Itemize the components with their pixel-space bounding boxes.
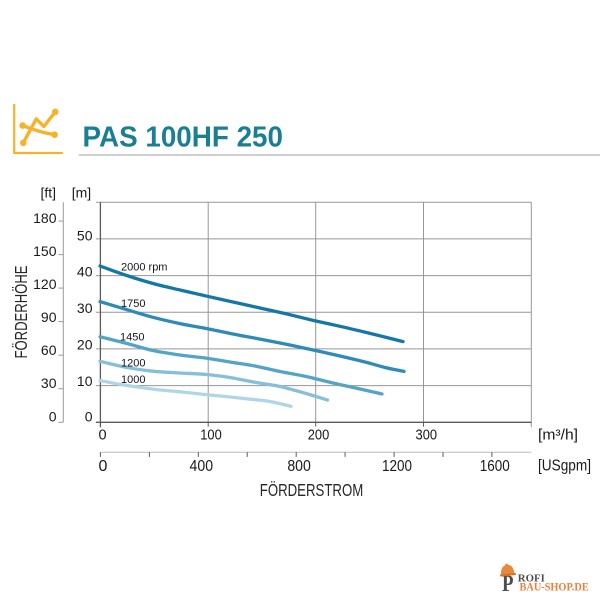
svg-text:40: 40 [77, 264, 93, 280]
svg-text:1750: 1750 [121, 298, 145, 310]
svg-text:800: 800 [287, 458, 311, 475]
svg-text:P: P [502, 571, 514, 597]
svg-text:0: 0 [49, 408, 57, 424]
svg-text:1000: 1000 [121, 374, 145, 386]
svg-text:50: 50 [77, 228, 93, 244]
svg-text:180: 180 [33, 210, 57, 226]
svg-text:120: 120 [33, 276, 57, 292]
svg-text:100: 100 [200, 427, 222, 443]
svg-text:30: 30 [41, 375, 57, 391]
svg-text:300: 300 [416, 427, 438, 443]
svg-text:[m³/h]: [m³/h] [538, 427, 578, 443]
svg-text:150: 150 [33, 243, 57, 259]
svg-text:10: 10 [77, 373, 93, 389]
svg-text:1450: 1450 [120, 332, 144, 344]
svg-text:1200: 1200 [121, 357, 145, 369]
svg-text:60: 60 [41, 342, 57, 358]
svg-text:30: 30 [77, 300, 93, 316]
svg-text:FÖRDERHÖHE: FÖRDERHÖHE [11, 266, 31, 359]
svg-text:1200: 1200 [382, 458, 412, 475]
svg-text:0: 0 [98, 458, 107, 475]
svg-text:20: 20 [77, 337, 93, 353]
svg-text:FÖRDERSTROM: FÖRDERSTROM [260, 480, 364, 500]
svg-text:1600: 1600 [480, 458, 510, 475]
svg-text:200: 200 [308, 427, 330, 443]
svg-text:[m]: [m] [72, 185, 91, 201]
svg-text:PAS 100HF 250: PAS 100HF 250 [83, 121, 284, 153]
svg-text:0: 0 [98, 427, 106, 443]
svg-text:ROFI: ROFI [518, 573, 545, 584]
svg-text:400: 400 [190, 458, 214, 475]
svg-text:[ft]: [ft] [40, 185, 56, 201]
svg-text:[USgpm]: [USgpm] [538, 458, 591, 475]
svg-text:90: 90 [41, 309, 57, 325]
svg-text:0: 0 [85, 408, 93, 424]
svg-text:BAU-SHOP.DE: BAU-SHOP.DE [520, 579, 589, 593]
svg-text:2000 rpm: 2000 rpm [121, 262, 167, 274]
